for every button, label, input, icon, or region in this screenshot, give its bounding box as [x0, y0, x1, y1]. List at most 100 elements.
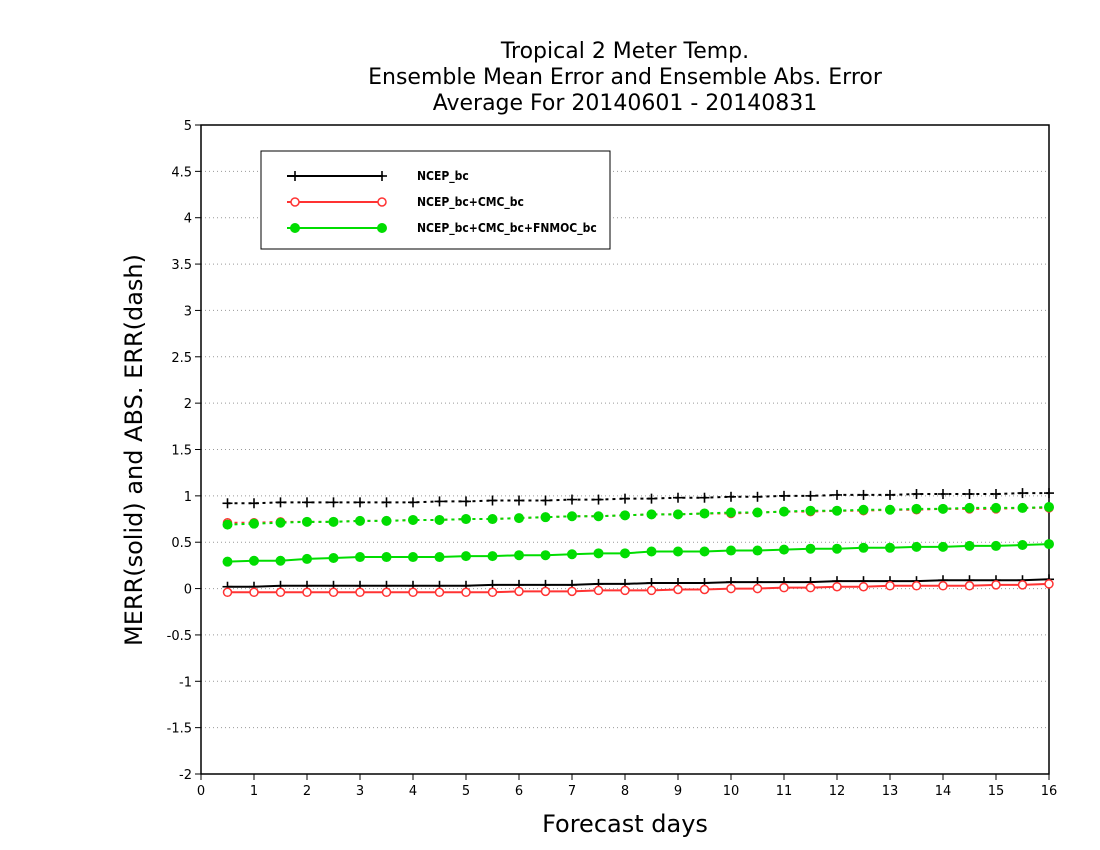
series-2-merr-point — [381, 587, 392, 598]
series-2-merr-point — [328, 587, 339, 598]
series-1-abs-err-point — [381, 497, 392, 508]
series-3-merr-point — [514, 550, 524, 561]
series-3-merr-line — [227, 543, 1050, 563]
series-1-abs-err-point — [302, 497, 312, 508]
series-3-abs-err-point — [487, 514, 498, 525]
series-2-merr-point — [699, 584, 710, 595]
legend-marker — [377, 223, 387, 233]
series-3-merr-point — [752, 545, 763, 556]
legend-item-2: NCEP_bc+CMC_bc — [287, 195, 524, 210]
series-3-merr-point — [328, 552, 339, 563]
series-1 — [222, 488, 1054, 592]
y-axis-label: MERR(solid) and ABS. ERR(dash) — [120, 254, 148, 646]
x-tick-label: 10 — [723, 784, 740, 799]
series-3-abs-err-point — [567, 511, 577, 522]
series-1-abs-err-point — [567, 494, 577, 505]
series-2-merr-point — [275, 587, 286, 598]
series-1-abs-err-point — [646, 493, 657, 504]
y-tick-label: 3.5 — [171, 258, 192, 273]
legend-marker — [377, 197, 387, 207]
series-1-abs-err-point — [885, 489, 895, 500]
series-3-merr-point — [991, 540, 1001, 551]
x-tick-label: 15 — [988, 784, 1005, 799]
x-tick-label: 14 — [935, 784, 952, 799]
series-3-merr-point — [646, 546, 657, 557]
series-3-abs-err-point — [275, 517, 286, 528]
series-3 — [222, 501, 1054, 567]
x-tick-label: 16 — [1041, 784, 1058, 799]
series-3-merr-point — [673, 546, 683, 557]
series-2-merr-point — [805, 582, 816, 593]
series-3-abs-err-point — [328, 516, 339, 527]
y-tick-label: 5 — [184, 119, 192, 134]
series-2-merr-point — [938, 581, 948, 591]
series-3-merr-point — [487, 551, 498, 562]
series-3-merr-point — [885, 542, 895, 553]
y-tick-label: 0 — [184, 583, 192, 598]
y-tick-label: 1 — [184, 490, 192, 505]
series-3-merr-point — [408, 552, 418, 563]
series-3-abs-err-point — [514, 513, 524, 524]
series-1-abs-err-point — [805, 490, 816, 501]
series-3-merr-point — [593, 548, 604, 559]
series-3-abs-err-point — [938, 503, 948, 514]
y-tick-label: 2 — [184, 397, 192, 412]
series-3-abs-err-point — [726, 507, 736, 518]
series-3-abs-err-point — [911, 503, 922, 514]
series-3-abs-err-point — [355, 515, 365, 526]
series-1-abs-err-point — [434, 496, 445, 507]
y-tick-label: 3 — [184, 304, 192, 319]
x-tick-label: 3 — [356, 784, 364, 799]
series-3-merr-point — [779, 544, 789, 555]
series-3-merr-point — [805, 543, 816, 554]
series-3-abs-err-point — [302, 516, 312, 527]
series-2-merr-point — [408, 587, 418, 598]
series-3-abs-err-point — [779, 506, 789, 517]
series-1-abs-err-point — [752, 491, 763, 502]
series-3-abs-err-point — [434, 514, 445, 525]
series-1-abs-err-point — [222, 498, 233, 509]
grid-lines — [201, 170, 1049, 729]
series-2-merr-point — [726, 583, 736, 594]
series-2-merr-point — [673, 584, 683, 595]
series-2-merr-point — [885, 581, 895, 591]
y-tick-label: -1.5 — [167, 722, 192, 737]
x-tick-label: 8 — [621, 784, 629, 799]
series-1-abs-err-point — [461, 496, 471, 507]
series-3-abs-err-point — [540, 512, 551, 523]
x-tick-label: 7 — [568, 784, 576, 799]
series-3-abs-err-point — [752, 507, 763, 518]
series-1-abs-err-point — [620, 493, 630, 504]
y-tick-label: 1.5 — [171, 444, 192, 459]
series-3-merr-point — [434, 552, 445, 563]
y-tick-label: -0.5 — [167, 629, 192, 644]
series-1-abs-err-point — [249, 498, 259, 509]
legend-item-1: NCEP_bc — [287, 169, 469, 184]
series-3-abs-err-point — [858, 504, 869, 515]
x-tick-label: 9 — [674, 784, 682, 799]
series-3-abs-err-point — [646, 509, 657, 520]
series-2-merr-point — [302, 587, 312, 598]
series-2-merr-point — [752, 583, 763, 594]
series-2-merr-point — [567, 586, 577, 597]
series-3-merr-point — [302, 553, 312, 564]
series-1-abs-err-point — [408, 497, 418, 508]
legend-item-3: NCEP_bc+CMC_bc+FNMOC_bc — [287, 221, 597, 236]
series-1-abs-err-point — [832, 489, 842, 500]
series-2-merr-point — [858, 581, 869, 592]
legend-marker — [290, 171, 300, 181]
series-3-merr-point — [620, 548, 630, 559]
series-3-abs-err-point — [885, 504, 895, 515]
series-2-merr-point — [832, 581, 842, 592]
series-1-abs-err-point — [355, 497, 365, 508]
legend-label: NCEP_bc — [417, 169, 469, 184]
series-3-abs-err-point — [1017, 502, 1028, 513]
legend-label: NCEP_bc+CMC_bc+FNMOC_bc — [417, 221, 597, 236]
series-1-abs-err-point — [487, 495, 498, 506]
series-2-merr-point — [1044, 579, 1054, 589]
series-3-merr-point — [964, 540, 975, 551]
series-1-abs-err-point — [514, 495, 524, 506]
x-tick-label: 1 — [250, 784, 258, 799]
series-3-abs-err-point — [991, 502, 1001, 513]
series-3-merr-point — [858, 542, 869, 553]
